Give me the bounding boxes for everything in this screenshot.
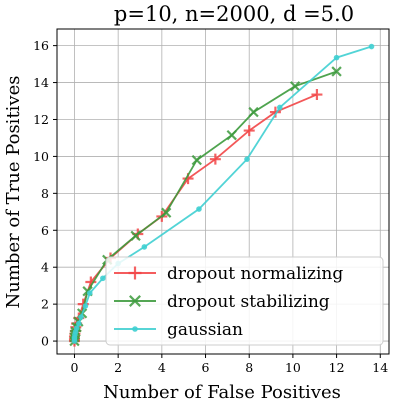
y-tick-label: 0 <box>41 334 49 349</box>
y-tick-label: 10 <box>33 149 49 164</box>
y-axis-label: Number of True Positives <box>3 76 24 309</box>
legend-label: dropout normalizing <box>167 264 343 284</box>
data-point <box>191 154 202 166</box>
data-point <box>161 207 172 218</box>
legend-marker <box>132 326 138 332</box>
data-point <box>289 81 301 92</box>
data-point <box>130 230 141 241</box>
data-point <box>311 89 323 101</box>
x-tick-label: 4 <box>158 360 166 375</box>
data-point <box>73 325 80 331</box>
data-point <box>243 125 255 137</box>
legend-marker <box>128 266 142 280</box>
y-tick-label: 14 <box>33 75 49 90</box>
y-tick-label: 16 <box>33 38 49 53</box>
data-point <box>368 43 375 50</box>
series-gaussian <box>71 43 375 344</box>
y-tick-label: 2 <box>41 297 49 312</box>
data-point <box>196 206 202 212</box>
x-axis-label: Number of False Positives <box>103 382 341 400</box>
x-tick-label: 8 <box>245 360 253 375</box>
data-point <box>100 275 106 282</box>
x-tick-label: 0 <box>70 360 78 375</box>
data-point <box>209 153 221 165</box>
data-point <box>276 104 283 111</box>
data-point <box>331 66 342 77</box>
x-tick-label: 10 <box>285 360 301 375</box>
legend: dropout normalizing dropout stabilizing ga… <box>105 256 384 346</box>
data-point <box>78 314 84 320</box>
x-tick-label: 12 <box>329 360 345 375</box>
data-point <box>244 156 250 162</box>
y-tick-label: 4 <box>41 260 49 275</box>
x-tick-label: 2 <box>114 360 122 375</box>
data-point <box>86 290 93 296</box>
legend-label: dropout stabilizing <box>167 292 330 312</box>
data-point <box>76 320 82 327</box>
legend-label: gaussian <box>167 320 243 340</box>
y-tick-label: 6 <box>41 223 49 238</box>
chart-title: p=10, n=2000, d =5.0 <box>114 2 354 26</box>
data-point <box>248 106 259 118</box>
y-tick-label: 12 <box>33 112 49 127</box>
plot-frame <box>56 28 390 355</box>
ticks: 0 2 4 6 8 10 12 14 0 2 4 6 8 10 12 14 16 <box>33 38 388 375</box>
data-point <box>226 130 237 141</box>
legend-marker <box>129 295 141 307</box>
x-tick-label: 14 <box>372 360 388 375</box>
data-point <box>333 54 340 61</box>
y-tick-label: 8 <box>41 186 49 201</box>
x-tick-label: 6 <box>202 360 210 375</box>
data-point <box>82 303 89 309</box>
data-point <box>141 244 148 250</box>
legend-box <box>105 256 384 346</box>
